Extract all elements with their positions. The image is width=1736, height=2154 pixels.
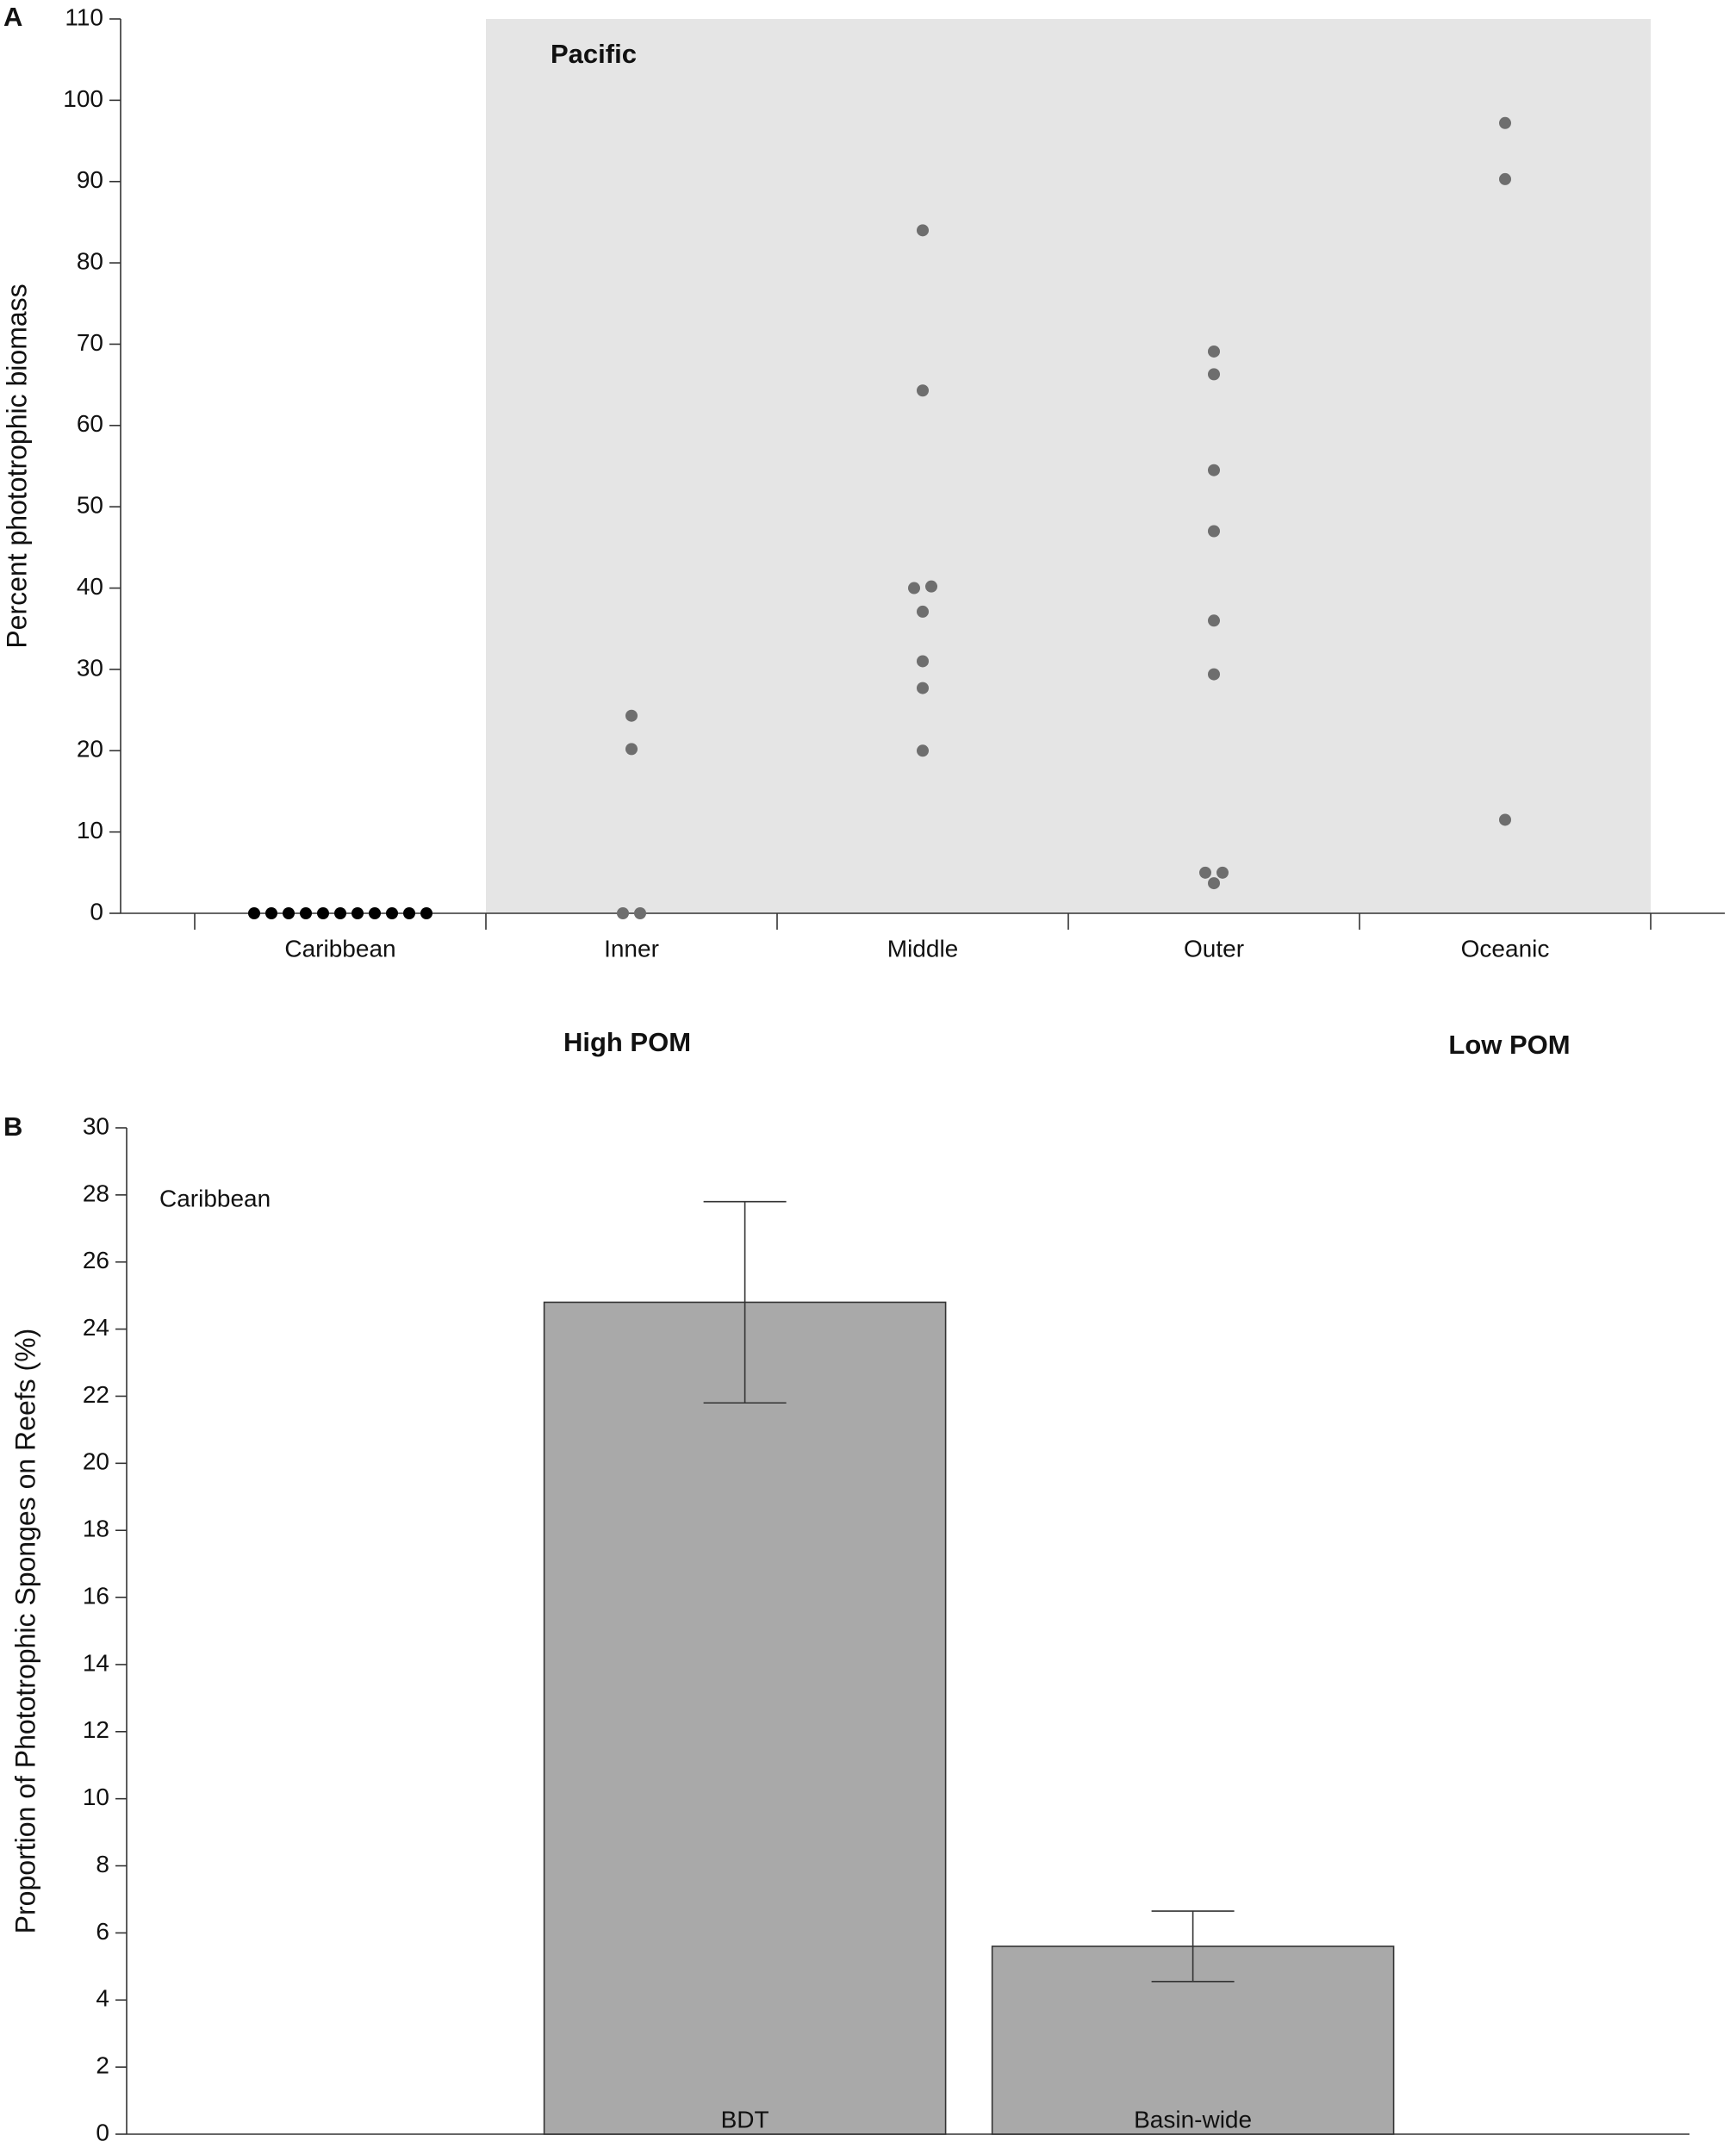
y-axis-title: Percent phototrophic biomass (1, 283, 32, 648)
annotation: Caribbean (159, 1185, 271, 1211)
data-point (300, 907, 312, 919)
x-tick-label: Outer (1184, 935, 1244, 962)
data-point (1499, 116, 1511, 129)
y-tick-label: 10 (83, 1784, 109, 1810)
data-point (1208, 525, 1220, 538)
data-point (420, 907, 432, 919)
y-tick-label: 20 (77, 736, 103, 763)
panel-label: A (3, 2, 22, 32)
data-point (634, 907, 646, 919)
y-tick-label: 4 (96, 1985, 109, 2012)
data-point (369, 907, 381, 919)
x-tick-label: Middle (887, 935, 958, 962)
y-tick-label: 60 (77, 410, 103, 437)
y-tick-label: 12 (83, 1716, 109, 1743)
data-point (1208, 345, 1220, 358)
x-tick-label: Basin-wide (1134, 2106, 1252, 2132)
data-point (352, 907, 364, 919)
data-point (917, 655, 929, 668)
y-tick-label: 80 (77, 247, 103, 274)
y-tick-label: 14 (83, 1649, 109, 1676)
y-tick-label: 10 (77, 817, 103, 844)
data-point (625, 743, 638, 756)
y-tick-label: 6 (96, 1918, 109, 1945)
data-point (1499, 813, 1511, 826)
data-point (1208, 464, 1220, 476)
bar (543, 1301, 947, 2135)
data-point (1208, 614, 1220, 627)
data-point (925, 580, 937, 593)
data-point (317, 907, 329, 919)
y-tick-label: 18 (83, 1516, 109, 1542)
data-point (617, 907, 629, 919)
data-point (625, 709, 638, 722)
x-tick-label: BDT (721, 2106, 769, 2132)
data-point (1208, 668, 1220, 681)
y-tick-label: 28 (83, 1180, 109, 1206)
y-tick-label: 100 (63, 85, 103, 112)
x-tick-label: Oceanic (1461, 935, 1550, 962)
data-point (403, 907, 415, 919)
data-point (917, 384, 929, 397)
y-tick-label: 90 (77, 166, 103, 193)
data-point (334, 907, 346, 919)
panel-label: B (3, 1111, 22, 1142)
y-tick-label: 110 (65, 3, 103, 30)
data-point (283, 907, 295, 919)
data-point (908, 582, 920, 595)
annotation: Low POM (1448, 1030, 1570, 1060)
y-tick-label: 0 (96, 2119, 109, 2145)
y-tick-label: 30 (77, 654, 103, 681)
data-point (917, 605, 929, 618)
data-point (1199, 866, 1211, 879)
y-tick-label: 16 (83, 1582, 109, 1609)
annotation: High POM (563, 1027, 691, 1057)
data-point (265, 907, 277, 919)
data-point (917, 744, 929, 757)
y-tick-label: 24 (83, 1314, 109, 1341)
y-tick-label: 50 (77, 492, 103, 519)
y-tick-label: 40 (77, 573, 103, 600)
y-tick-label: 22 (83, 1381, 109, 1408)
y-tick-label: 26 (83, 1247, 109, 1273)
data-point (917, 682, 929, 694)
shaded-region (486, 19, 1651, 913)
y-tick-label: 30 (83, 1112, 109, 1139)
y-tick-label: 20 (83, 1448, 109, 1475)
y-tick-label: 2 (96, 2052, 109, 2079)
y-tick-label: 8 (96, 1851, 109, 1877)
data-point (248, 907, 260, 919)
x-tick-label: Caribbean (284, 935, 395, 962)
data-point (1499, 172, 1511, 185)
region-label: Pacific (551, 39, 637, 69)
data-point (1216, 866, 1229, 879)
y-axis-title: Proportion of Phototrophic Sponges on Re… (9, 1329, 40, 1934)
y-tick-label: 70 (77, 329, 103, 356)
data-point (386, 907, 398, 919)
y-tick-label: 0 (90, 898, 103, 924)
x-tick-label: Inner (604, 935, 659, 962)
data-point (1208, 368, 1220, 381)
data-point (917, 224, 929, 237)
data-point (1208, 877, 1220, 890)
